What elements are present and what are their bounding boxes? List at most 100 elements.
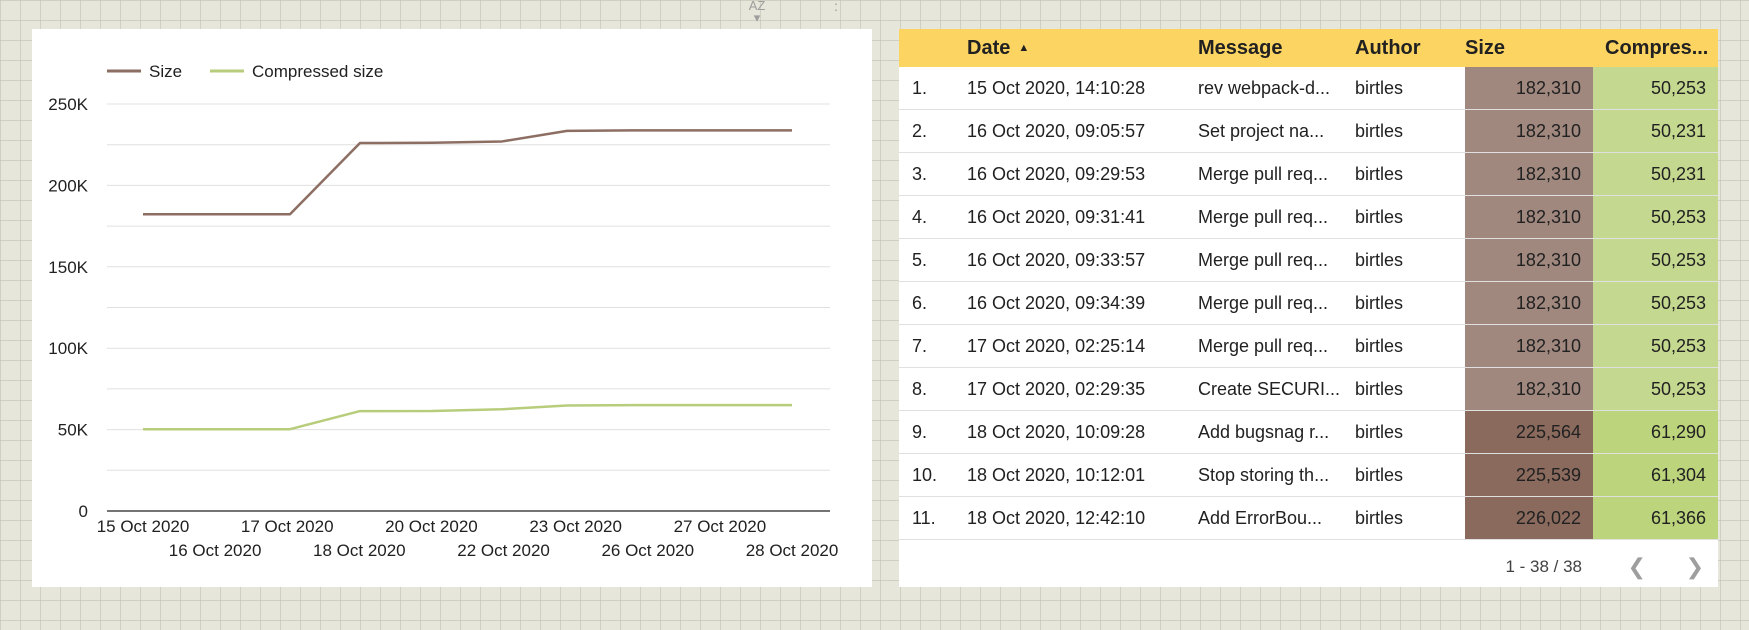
cell-compressed: 50,253	[1593, 324, 1718, 368]
x-tick-label: 18 Oct 2020	[313, 541, 406, 560]
x-tick-label: 20 Oct 2020	[385, 517, 478, 536]
cell-compressed: 61,290	[1593, 410, 1718, 454]
cell-date: 18 Oct 2020, 10:12:01	[967, 453, 1198, 497]
cell-message: Add bugsnag r...	[1198, 410, 1355, 454]
cell-compressed: 50,231	[1593, 109, 1718, 153]
cell-message: Set project na...	[1198, 109, 1355, 153]
table-row[interactable]: 2. 16 Oct 2020, 09:05:57 Set project na...…	[899, 109, 1718, 153]
cell-size: 182,310	[1465, 238, 1593, 282]
y-tick-label: 100K	[48, 339, 88, 358]
cell-message: Merge pull req...	[1198, 281, 1355, 325]
table-header-row: Date ▲ Message Author Size Compres...	[899, 29, 1718, 67]
more-vert-icon[interactable]: · ·	[833, 0, 839, 17]
cell-date: 17 Oct 2020, 02:29:35	[967, 367, 1198, 411]
pagination: 1 - 38 / 38 ❮ ❯	[899, 551, 1718, 587]
cell-date: 15 Oct 2020, 14:10:28	[967, 67, 1198, 110]
commits-table: Date ▲ Message Author Size Compres... 1. 1…	[899, 29, 1718, 587]
y-tick-label: 200K	[48, 176, 88, 195]
y-tick-label: 0	[79, 502, 88, 521]
header-compressed[interactable]: Compres...	[1593, 29, 1718, 67]
cell-size: 182,310	[1465, 367, 1593, 411]
table-row[interactable]: 3. 16 Oct 2020, 09:29:53 Merge pull req...…	[899, 152, 1718, 196]
line-chart-svg: 0 50K 100K 150K 200K 250K 15 Oct 2020 16 Oct 20…	[48, 62, 839, 560]
table-row[interactable]: 4. 16 Oct 2020, 09:31:41 Merge pull req...…	[899, 195, 1718, 239]
cell-size: 182,310	[1465, 195, 1593, 239]
cell-message: Add ErrorBou...	[1198, 496, 1355, 540]
line-chart: 0 50K 100K 150K 200K 250K 15 Oct 2020 16 Oct 20…	[32, 29, 872, 587]
cell-date: 17 Oct 2020, 02:25:14	[967, 324, 1198, 368]
header-message[interactable]: Message	[1198, 29, 1355, 67]
cell-num: 6.	[899, 281, 967, 325]
header-index	[899, 29, 967, 67]
cell-num: 9.	[899, 410, 967, 454]
series-line-1	[143, 403, 792, 431]
y-tick-label: 150K	[48, 258, 88, 277]
y-tick-label: 50K	[58, 421, 89, 440]
cell-message: Merge pull req...	[1198, 152, 1355, 196]
cell-size: 182,310	[1465, 324, 1593, 368]
cell-author: birtles	[1355, 367, 1465, 411]
x-tick-label: 28 Oct 2020	[746, 541, 839, 560]
table-row[interactable]: 11. 18 Oct 2020, 12:42:10 Add ErrorBou... b…	[899, 496, 1718, 540]
cell-author: birtles	[1355, 152, 1465, 196]
cell-author: birtles	[1355, 238, 1465, 282]
cell-num: 4.	[899, 195, 967, 239]
table-row[interactable]: 8. 17 Oct 2020, 02:29:35 Create SECURI... b…	[899, 367, 1718, 411]
pagination-range: 1 - 38 / 38	[1505, 557, 1582, 576]
cell-author: birtles	[1355, 453, 1465, 497]
header-date[interactable]: Date ▲	[967, 29, 1198, 67]
cell-size: 182,310	[1465, 152, 1593, 196]
chevron-left-icon[interactable]: ❮	[1627, 554, 1646, 579]
header-date-label: Date	[967, 36, 1011, 59]
x-tick-label: 15 Oct 2020	[97, 517, 190, 536]
header-author[interactable]: Author	[1355, 29, 1465, 67]
chevron-right-icon[interactable]: ❯	[1685, 554, 1704, 579]
cell-message: Stop storing th...	[1198, 453, 1355, 497]
caret-up-icon: ▲	[1018, 41, 1030, 54]
table-row[interactable]: 6. 16 Oct 2020, 09:34:39 Merge pull req...…	[899, 281, 1718, 325]
table-row[interactable]: 1. 15 Oct 2020, 14:10:28 rev webpack-d... b…	[899, 67, 1718, 110]
y-tick-label: 250K	[48, 95, 88, 114]
cell-size: 182,310	[1465, 67, 1593, 110]
cell-author: birtles	[1355, 109, 1465, 153]
cell-size: 182,310	[1465, 281, 1593, 325]
cell-compressed: 50,253	[1593, 238, 1718, 282]
header-size[interactable]: Size	[1465, 29, 1593, 67]
cell-date: 16 Oct 2020, 09:34:39	[967, 281, 1198, 325]
x-tick-label: 22 Oct 2020	[457, 541, 550, 560]
cell-message: Merge pull req...	[1198, 324, 1355, 368]
cell-num: 10.	[899, 453, 967, 497]
legend-label: Compressed size	[252, 62, 383, 81]
cell-size: 182,310	[1465, 109, 1593, 153]
sort-az-icon[interactable]: AZ ▾	[748, 0, 766, 25]
table-row[interactable]: 10. 18 Oct 2020, 10:12:01 Stop storing th.…	[899, 453, 1718, 497]
x-tick-label: 26 Oct 2020	[601, 541, 694, 560]
x-tick-label: 17 Oct 2020	[241, 517, 334, 536]
cell-num: 8.	[899, 367, 967, 411]
cell-size: 225,564	[1465, 410, 1593, 454]
cell-compressed: 61,366	[1593, 496, 1718, 540]
cell-compressed: 50,253	[1593, 367, 1718, 411]
cell-message: rev webpack-d...	[1198, 67, 1355, 110]
table-row[interactable]: 7. 17 Oct 2020, 02:25:14 Merge pull req...…	[899, 324, 1718, 368]
x-tick-label: 23 Oct 2020	[529, 517, 622, 536]
cell-num: 3.	[899, 152, 967, 196]
cell-compressed: 50,253	[1593, 67, 1718, 110]
legend-label: Size	[149, 62, 182, 81]
header-size-label: Size	[1465, 36, 1506, 59]
table-body: 1. 15 Oct 2020, 14:10:28 rev webpack-d... b…	[899, 67, 1718, 540]
table-row[interactable]: 9. 18 Oct 2020, 10:09:28 Add bugsnag r... b…	[899, 410, 1718, 454]
series-line-0	[143, 129, 792, 216]
cell-author: birtles	[1355, 195, 1465, 239]
cell-date: 16 Oct 2020, 09:29:53	[967, 152, 1198, 196]
cell-num: 11.	[899, 496, 967, 540]
cell-num: 2.	[899, 109, 967, 153]
header-author-label: Author	[1355, 36, 1421, 59]
table-row[interactable]: 5. 16 Oct 2020, 09:33:57 Merge pull req...…	[899, 238, 1718, 282]
cell-num: 5.	[899, 238, 967, 282]
x-tick-label: 16 Oct 2020	[169, 541, 262, 560]
header-message-label: Message	[1198, 36, 1283, 59]
cell-num: 7.	[899, 324, 967, 368]
cell-author: birtles	[1355, 410, 1465, 454]
cell-date: 16 Oct 2020, 09:31:41	[967, 195, 1198, 239]
